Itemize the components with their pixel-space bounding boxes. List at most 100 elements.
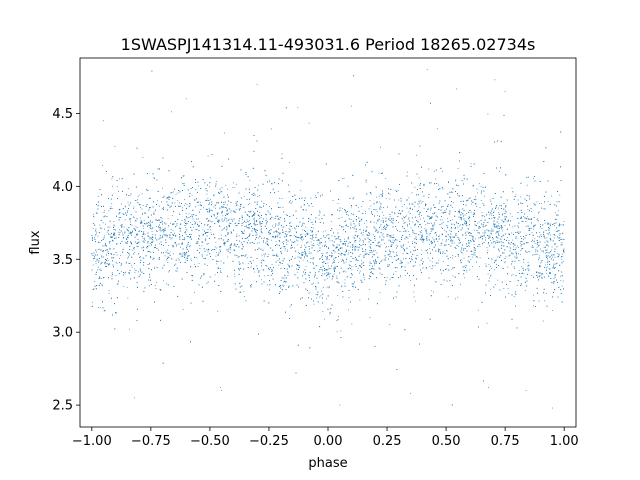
data-point bbox=[265, 213, 266, 215]
data-point bbox=[198, 239, 200, 240]
data-point bbox=[466, 269, 468, 271]
data-point bbox=[446, 268, 447, 270]
data-point bbox=[173, 253, 174, 255]
data-point bbox=[168, 205, 170, 207]
data-point bbox=[464, 220, 466, 222]
data-point bbox=[494, 269, 496, 271]
data-point bbox=[126, 228, 128, 230]
data-point bbox=[544, 241, 546, 243]
data-point bbox=[434, 224, 436, 226]
data-point bbox=[399, 263, 401, 265]
data-point bbox=[337, 203, 339, 204]
data-point bbox=[198, 185, 199, 187]
data-point bbox=[256, 242, 258, 244]
data-point bbox=[348, 241, 350, 243]
data-point bbox=[374, 260, 376, 262]
data-point bbox=[124, 271, 126, 273]
data-point bbox=[544, 252, 546, 254]
data-point bbox=[169, 234, 170, 236]
data-point bbox=[344, 255, 346, 256]
data-point bbox=[457, 195, 459, 197]
data-point bbox=[228, 224, 230, 226]
data-point bbox=[359, 272, 360, 274]
data-point bbox=[373, 221, 375, 223]
data-point bbox=[489, 199, 491, 201]
data-point bbox=[527, 209, 529, 210]
data-point bbox=[479, 266, 480, 268]
data-point bbox=[327, 269, 329, 270]
data-point bbox=[127, 237, 129, 239]
data-point bbox=[406, 207, 408, 209]
data-point bbox=[551, 249, 552, 251]
data-point bbox=[110, 206, 112, 208]
data-point bbox=[458, 246, 460, 247]
data-point bbox=[429, 265, 431, 267]
data-point bbox=[124, 206, 126, 208]
data-point bbox=[266, 265, 268, 267]
data-point bbox=[507, 287, 509, 289]
data-point bbox=[210, 215, 212, 217]
data-point bbox=[286, 251, 288, 252]
data-point bbox=[431, 290, 433, 292]
data-point bbox=[471, 232, 472, 234]
data-point bbox=[490, 288, 492, 290]
data-point bbox=[198, 218, 199, 220]
data-point bbox=[392, 239, 394, 241]
data-point bbox=[505, 256, 507, 258]
data-point bbox=[166, 198, 168, 199]
data-point bbox=[313, 263, 314, 265]
data-point bbox=[133, 216, 134, 218]
data-point bbox=[431, 222, 432, 224]
data-point bbox=[504, 224, 506, 226]
data-point bbox=[258, 237, 260, 239]
data-point bbox=[348, 214, 349, 216]
data-point bbox=[256, 232, 258, 234]
data-point bbox=[515, 247, 517, 249]
data-point bbox=[210, 250, 212, 251]
data-point bbox=[504, 261, 506, 263]
data-point bbox=[223, 244, 225, 246]
data-point bbox=[426, 208, 428, 210]
data-point bbox=[202, 256, 203, 258]
data-point bbox=[330, 255, 332, 257]
data-point bbox=[547, 233, 549, 235]
data-point bbox=[515, 291, 517, 292]
data-point bbox=[343, 177, 345, 179]
data-point bbox=[242, 232, 244, 233]
data-point bbox=[386, 277, 388, 279]
data-point bbox=[460, 212, 462, 213]
data-point bbox=[416, 154, 417, 156]
data-point bbox=[477, 192, 479, 194]
data-point bbox=[322, 287, 324, 289]
data-point bbox=[127, 188, 129, 189]
data-point bbox=[348, 250, 350, 252]
data-point bbox=[205, 189, 207, 191]
data-point bbox=[354, 238, 356, 240]
data-point bbox=[379, 292, 381, 294]
data-point bbox=[555, 212, 557, 214]
data-point bbox=[487, 249, 489, 251]
data-point bbox=[533, 177, 534, 179]
data-point bbox=[511, 187, 513, 189]
data-point bbox=[360, 218, 362, 220]
data-point bbox=[144, 238, 145, 240]
data-point bbox=[305, 226, 307, 228]
data-point bbox=[216, 263, 218, 265]
data-point bbox=[423, 207, 425, 209]
data-point bbox=[326, 278, 328, 280]
data-point bbox=[336, 238, 337, 240]
data-point bbox=[115, 275, 117, 276]
data-point bbox=[503, 262, 505, 264]
data-point bbox=[163, 245, 164, 246]
data-point bbox=[516, 285, 518, 287]
data-point bbox=[353, 197, 355, 199]
data-point bbox=[321, 253, 323, 255]
data-point bbox=[283, 246, 284, 247]
data-point bbox=[108, 263, 110, 264]
data-point bbox=[153, 266, 155, 268]
data-point bbox=[252, 215, 254, 216]
data-point bbox=[382, 259, 384, 261]
data-point bbox=[482, 203, 484, 204]
data-point bbox=[408, 197, 410, 199]
data-point bbox=[523, 216, 524, 217]
